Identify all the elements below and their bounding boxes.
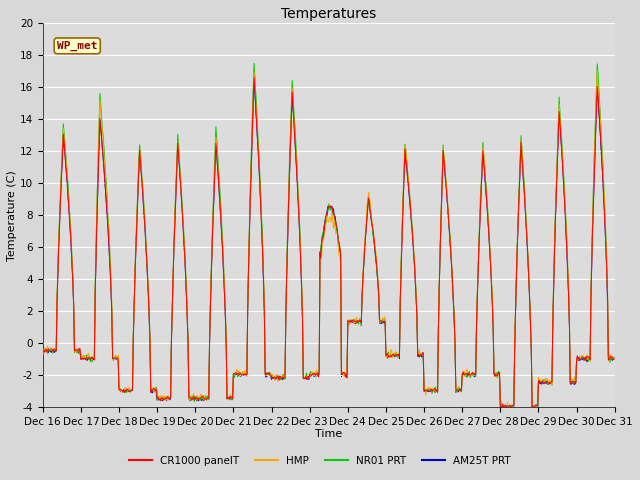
Title: Temperatures: Temperatures xyxy=(281,7,376,21)
Y-axis label: Temperature (C): Temperature (C) xyxy=(7,170,17,261)
Text: WP_met: WP_met xyxy=(57,41,97,51)
Legend: CR1000 panelT, HMP, NR01 PRT, AM25T PRT: CR1000 panelT, HMP, NR01 PRT, AM25T PRT xyxy=(125,452,515,470)
X-axis label: Time: Time xyxy=(315,430,342,440)
